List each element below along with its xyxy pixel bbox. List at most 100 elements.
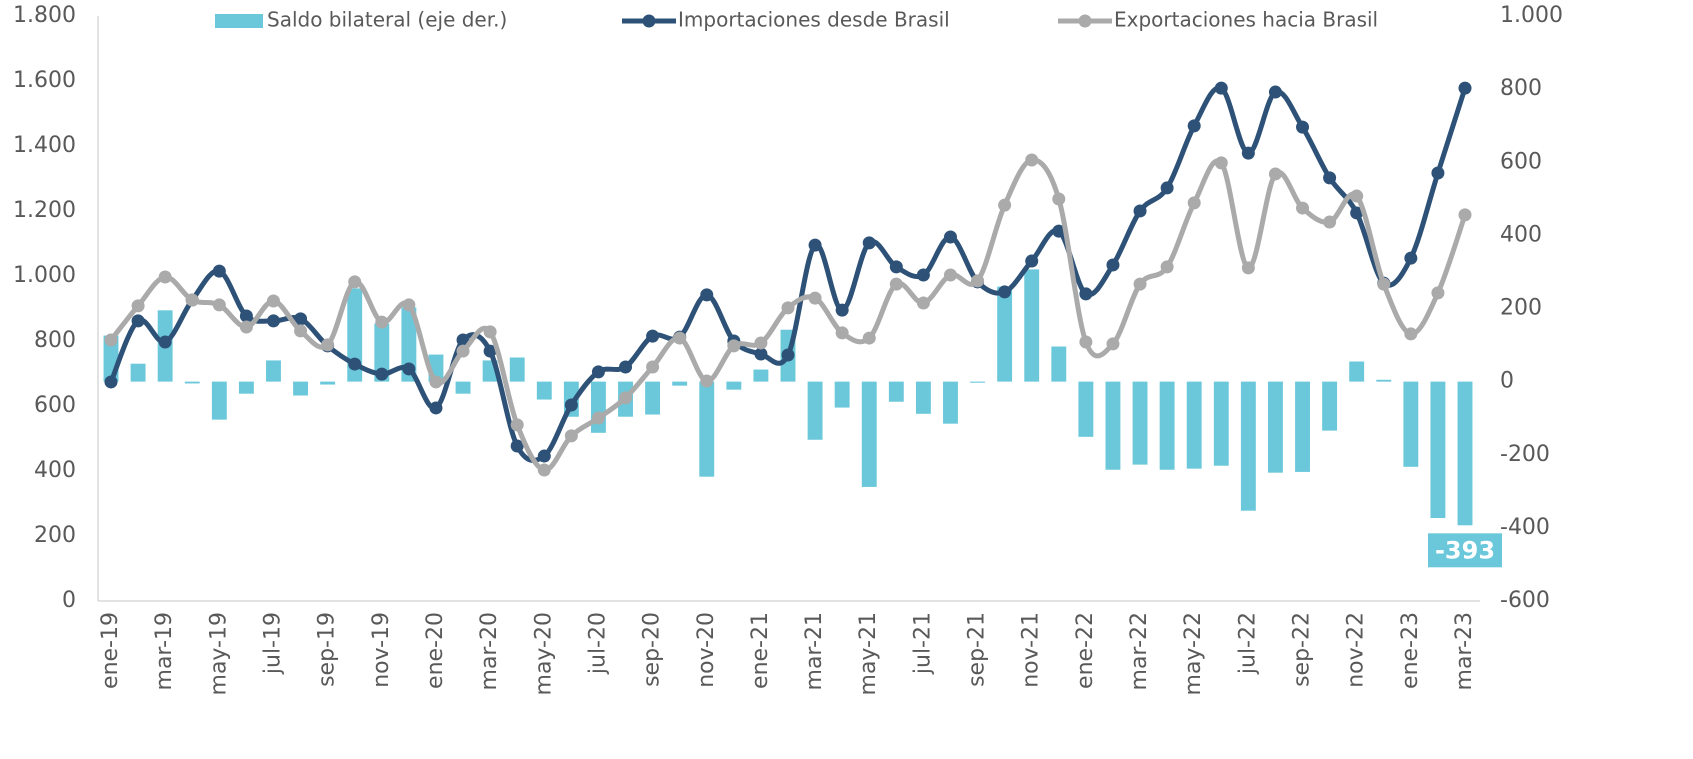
marker [781, 348, 795, 362]
marker [1404, 251, 1418, 265]
marker [835, 326, 849, 340]
x-tick-label: nov-20 [694, 612, 719, 688]
x-tick-label: jul-20 [585, 612, 610, 675]
y2-tick-label: 0 [1500, 369, 1514, 394]
x-tick-label: ene-21 [748, 612, 773, 689]
marker [375, 367, 389, 381]
marker [646, 329, 660, 343]
marker [1458, 81, 1472, 95]
marker [104, 375, 118, 389]
marker [591, 365, 605, 379]
bar [374, 323, 390, 382]
marker [266, 294, 280, 308]
bar [1376, 379, 1392, 382]
bar [1213, 381, 1229, 466]
bar [1240, 381, 1256, 511]
marker [1296, 201, 1310, 215]
y2-tick-label: -200 [1500, 442, 1550, 467]
bar [1186, 381, 1202, 469]
marker [348, 357, 362, 371]
marker [402, 298, 416, 312]
bar [1132, 381, 1148, 465]
bar [997, 286, 1013, 382]
bar [509, 357, 525, 382]
bar [807, 381, 823, 440]
marker [1431, 286, 1445, 300]
legend-swatch [215, 14, 263, 28]
marker [754, 347, 768, 361]
marker [1079, 335, 1093, 349]
marker [185, 293, 199, 307]
marker [1079, 287, 1093, 301]
x-tick-label: ene-20 [423, 612, 448, 689]
bar [861, 381, 877, 487]
marker [1404, 327, 1418, 341]
marker [131, 314, 145, 328]
marker [239, 320, 253, 334]
bar [834, 381, 850, 408]
marker [591, 411, 605, 425]
x-tick-label: may-22 [1181, 612, 1206, 695]
legend-label: Exportaciones hacia Brasil [1114, 8, 1378, 32]
marker [104, 333, 118, 347]
marker [375, 315, 389, 329]
x-tick-label: jul-22 [1235, 612, 1260, 675]
bar [320, 381, 336, 385]
marker [158, 270, 172, 284]
marker [1296, 120, 1310, 134]
bar [266, 360, 281, 382]
marker [700, 288, 714, 302]
marker [1350, 189, 1364, 203]
y2-tick-label: -400 [1500, 515, 1550, 540]
marker [943, 230, 957, 244]
marker [564, 398, 578, 412]
marker [1214, 156, 1228, 170]
x-tick-label: sep-21 [965, 612, 990, 687]
x-tick-label: sep-20 [640, 612, 665, 687]
bar [1105, 381, 1121, 470]
bar [726, 381, 742, 390]
marker [619, 360, 633, 374]
y2-tick-label: 800 [1500, 76, 1542, 101]
marker [1268, 167, 1282, 181]
bar [536, 381, 552, 400]
marker [808, 291, 822, 305]
marker [266, 314, 280, 328]
marker [889, 260, 903, 274]
x-tick-label: jul-19 [260, 612, 285, 675]
line [108, 85, 1468, 463]
bar [401, 307, 417, 382]
x-tick-label: may-21 [856, 612, 881, 695]
marker [1323, 171, 1337, 185]
y2-tick-label: 600 [1500, 149, 1542, 174]
bar [238, 381, 254, 394]
marker [916, 296, 930, 310]
bar [184, 381, 200, 384]
bar [1457, 381, 1473, 526]
bar [1403, 381, 1419, 467]
x-tick-label: nov-21 [1019, 612, 1044, 688]
bar [1295, 381, 1310, 472]
y-tick-label: 600 [34, 393, 76, 418]
y-tick-label: 1.400 [13, 133, 76, 158]
marker [619, 391, 633, 405]
marker [1241, 261, 1255, 275]
marker [1160, 181, 1174, 195]
marker [1377, 277, 1391, 291]
marker [1458, 208, 1472, 222]
y2-tick-label: -600 [1500, 588, 1550, 613]
marker [998, 198, 1012, 212]
x-tick-label: may-19 [206, 612, 231, 695]
x-tick-label: ene-22 [1073, 612, 1098, 689]
y2-tick-label: 400 [1500, 222, 1542, 247]
bar [1051, 346, 1067, 382]
marker [1431, 166, 1445, 180]
x-tick-label: mar-20 [477, 612, 502, 690]
x-tick-label: nov-22 [1344, 612, 1369, 688]
bar [943, 381, 958, 424]
marker [483, 325, 497, 339]
marker [754, 336, 768, 350]
x-tick-label: mar-23 [1452, 612, 1477, 690]
bar [1430, 381, 1446, 519]
